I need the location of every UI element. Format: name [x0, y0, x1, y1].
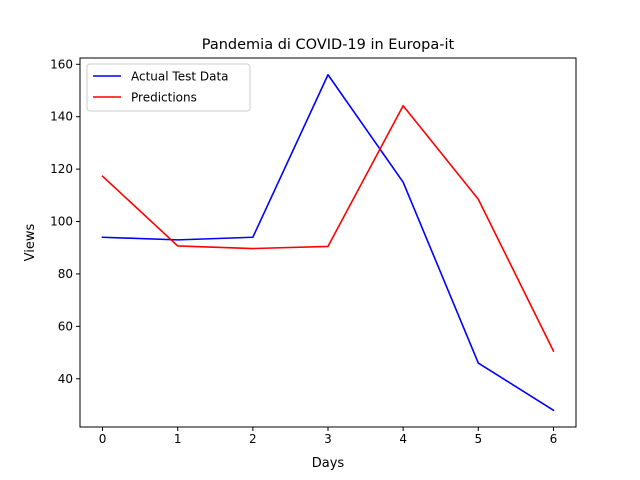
x-tick-label-4: 4: [399, 432, 407, 446]
y-tick-label-0: 40: [58, 372, 73, 386]
series-line-1: [101, 104, 555, 353]
series-layer: [101, 73, 555, 412]
y-tick-label-2: 80: [58, 267, 73, 281]
y-tick-label-1: 60: [58, 319, 73, 333]
x-axis-label: Days: [312, 456, 345, 471]
y-axis: 40 60 80 100 120 140 160: [50, 57, 80, 386]
legend-label-1: Predictions: [131, 91, 197, 105]
x-tick-label-3: 3: [324, 432, 332, 446]
y-tick-label-3: 100: [50, 215, 73, 229]
x-tick-label-5: 5: [474, 432, 482, 446]
x-tick-label-0: 0: [99, 432, 107, 446]
y-axis-label: Views: [23, 223, 38, 261]
legend-label-0: Actual Test Data: [131, 70, 229, 84]
x-axis: 0 1 2 3 4 5 6: [99, 427, 558, 446]
y-tick-label-6: 160: [50, 57, 73, 71]
series-line-0: [101, 73, 555, 412]
x-tick-label-1: 1: [174, 432, 182, 446]
legend: Actual Test Data Predictions: [86, 63, 251, 112]
legend-box: [86, 63, 251, 112]
x-tick-label-2: 2: [249, 432, 257, 446]
y-tick-label-5: 140: [50, 110, 73, 124]
y-tick-label-4: 120: [50, 162, 73, 176]
x-tick-label-6: 6: [550, 432, 558, 446]
chart-title: Pandemia di COVID-19 in Europa-it: [202, 37, 455, 53]
